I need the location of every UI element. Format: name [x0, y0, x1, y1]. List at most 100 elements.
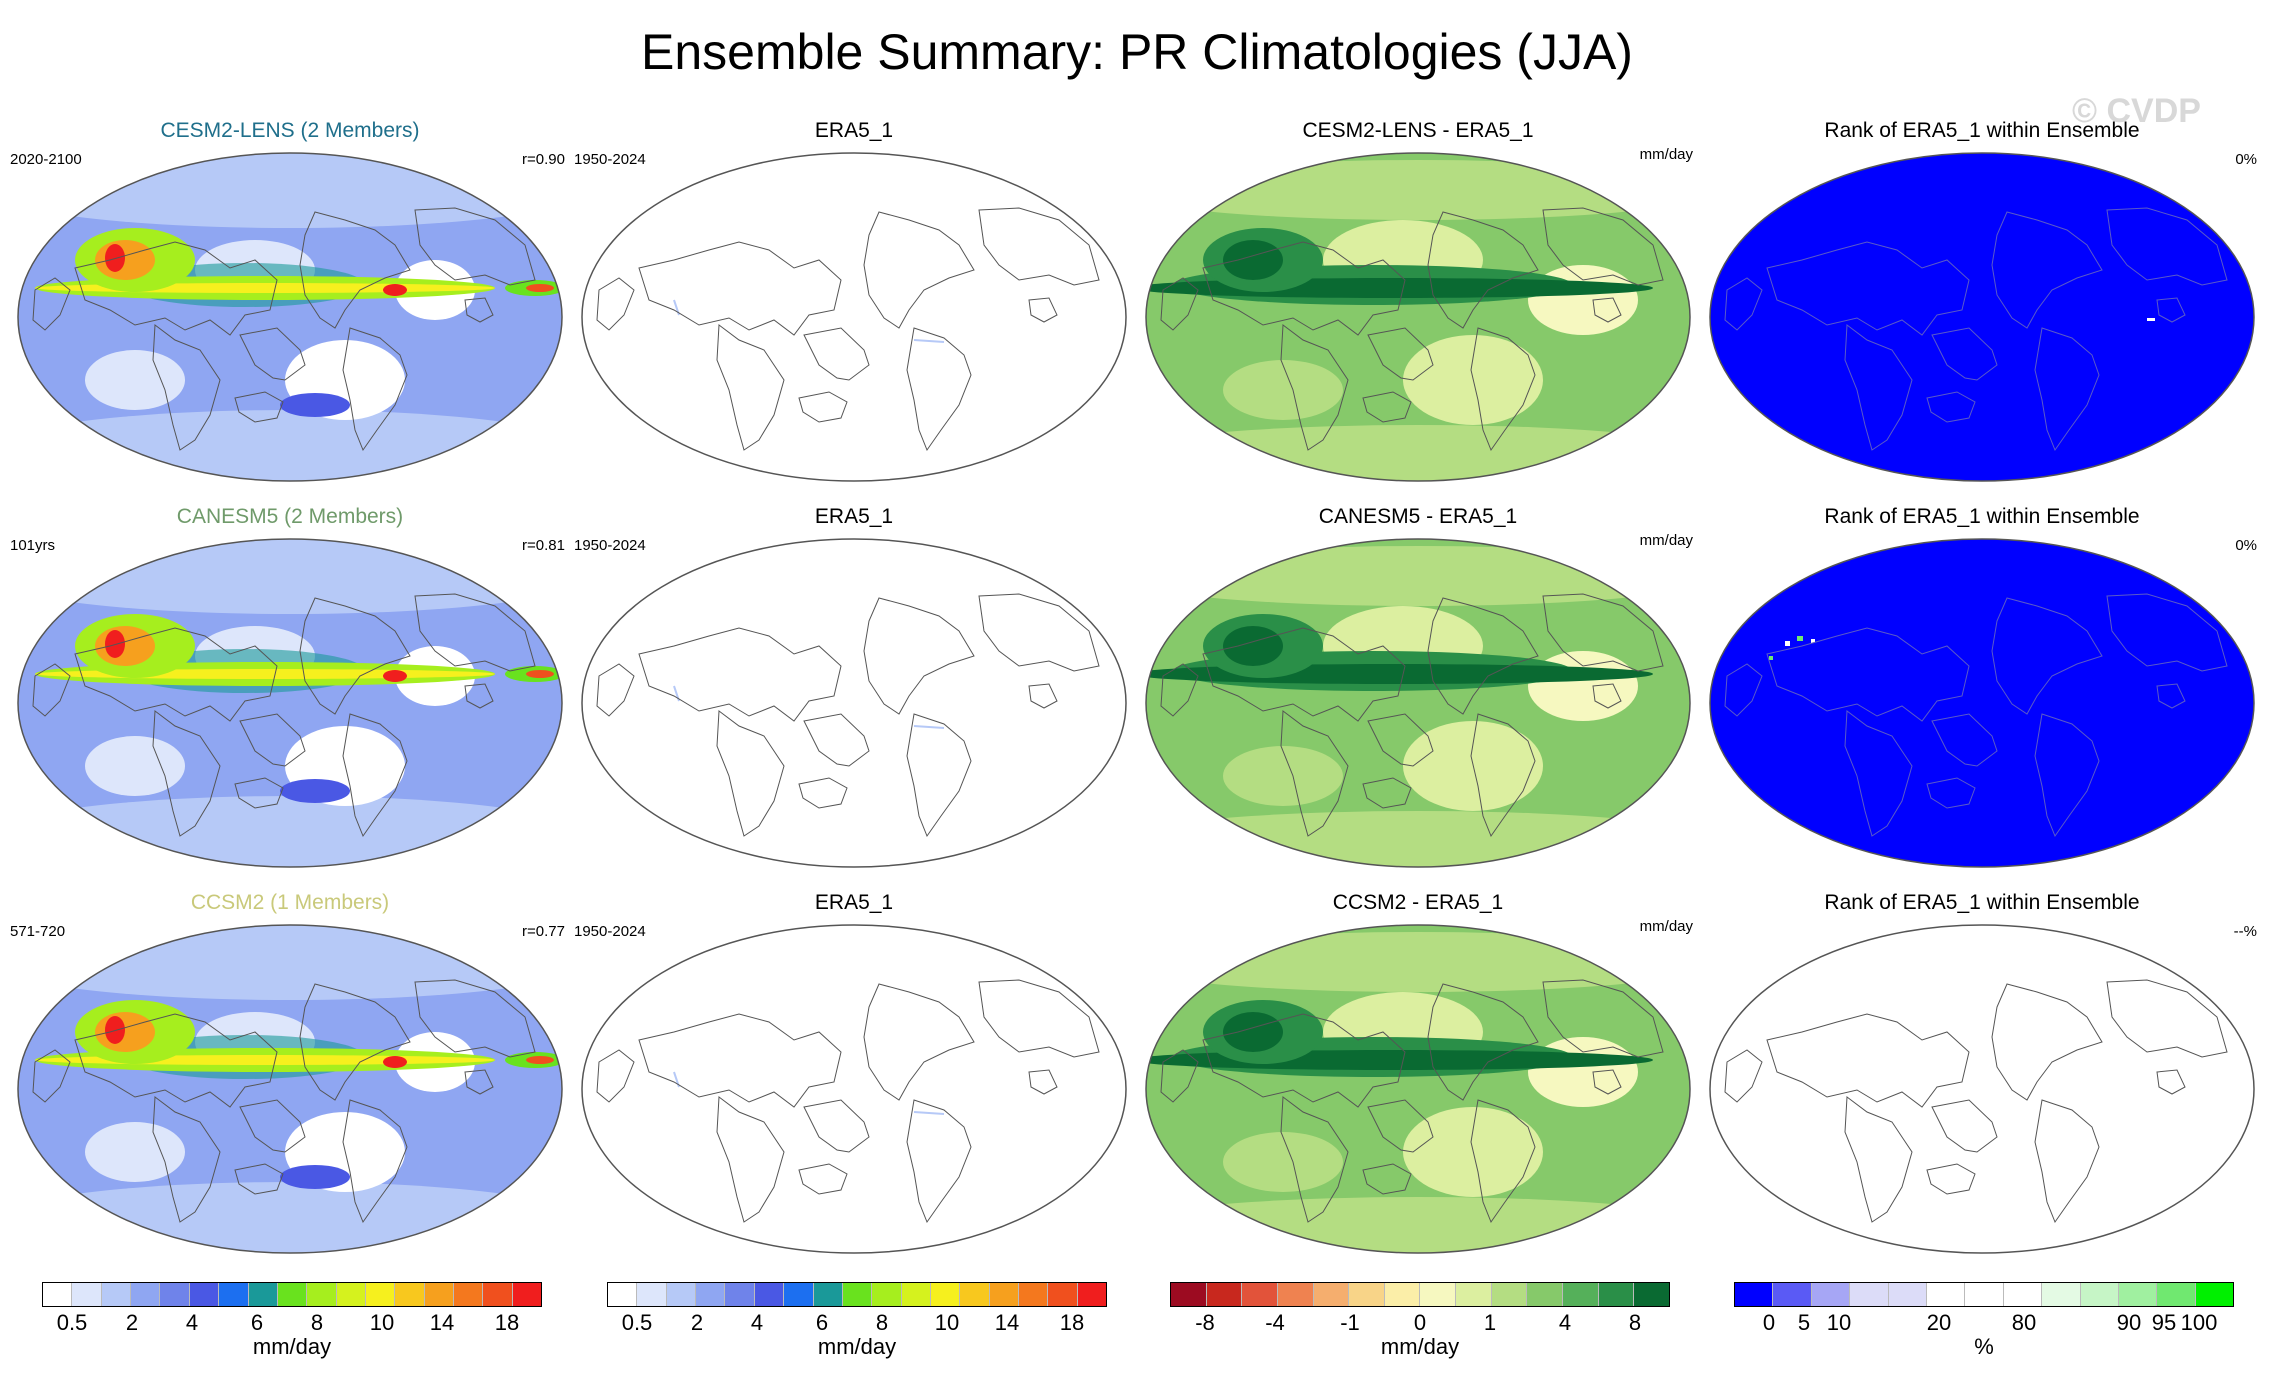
colorbar-swatch	[636, 1283, 666, 1306]
colorbar-tick-label: 2	[690, 1310, 704, 1335]
panel-title-model: CCSM2 (1 Members)	[190, 891, 390, 914]
colorbar-swatch	[1205, 1283, 1242, 1306]
panel-title-rank: Rank of ERA5_1 within Ensemble	[1824, 891, 2140, 914]
map-rank	[1707, 922, 2257, 1256]
colorbar-pr-obs	[607, 1282, 1107, 1307]
map-diff	[1143, 536, 1693, 870]
colorbar-swatch	[959, 1283, 989, 1306]
colorbar-swatch	[1597, 1283, 1634, 1306]
colorbar-tick-label: 10	[369, 1310, 395, 1335]
colorbar-swatch	[1735, 1283, 1773, 1306]
colorbar-tick-label: 0	[1413, 1310, 1427, 1335]
colorbar-swatch	[1772, 1283, 1811, 1306]
colorbar-swatch	[423, 1283, 454, 1306]
colorbar-tick-label: 2	[125, 1310, 139, 1335]
panel-period-label: 2020-2100	[10, 151, 82, 168]
map-svg	[581, 538, 1127, 868]
colorbar-tick-label: 0	[1762, 1310, 1776, 1335]
colorbar-swatch	[1383, 1283, 1420, 1306]
panel-stat-label: 0%	[2235, 151, 2257, 168]
map-model	[15, 536, 565, 870]
colorbar-unit: mm/day	[817, 1334, 897, 1359]
colorbar-tick-label: 14	[429, 1310, 455, 1335]
colorbar-swatch	[453, 1283, 483, 1306]
colorbar-swatch	[1562, 1283, 1598, 1306]
colorbar-tick-label: 18	[494, 1310, 520, 1335]
map-model	[15, 922, 565, 1256]
colorbar-swatch	[695, 1283, 725, 1306]
panel-stat-label: r=0.77	[522, 923, 565, 940]
colorbar-swatch	[988, 1283, 1019, 1306]
colorbar-rank	[1734, 1282, 2234, 1307]
colorbar-swatch	[608, 1283, 637, 1306]
colorbar-swatch	[841, 1283, 872, 1306]
colorbar-tick-label: 0.5	[621, 1310, 653, 1335]
colorbar-tick-label: 10	[934, 1310, 960, 1335]
panel-title-diff: CESM2-LENS - ERA5_1	[1302, 119, 1534, 142]
panel-period-label: 101yrs	[10, 537, 56, 554]
panel-stat-label: mm/day	[1639, 532, 1693, 549]
colorbar-swatch	[1633, 1283, 1669, 1306]
colorbar-diff	[1170, 1282, 1670, 1307]
colorbar-swatch	[100, 1283, 131, 1306]
colorbar-tick-label: 4	[1558, 1310, 1572, 1335]
panel-title-diff: CCSM2 - ERA5_1	[1332, 891, 1504, 914]
colorbar-swatch	[1964, 1283, 2003, 1306]
colorbar-swatch	[1047, 1283, 1077, 1306]
colorbar-swatch	[159, 1283, 189, 1306]
colorbar-swatch	[1018, 1283, 1048, 1306]
colorbar-swatch	[724, 1283, 754, 1306]
panel-stat-label: 0%	[2235, 537, 2257, 554]
colorbar-swatch	[188, 1283, 219, 1306]
colorbar-swatch	[394, 1283, 424, 1306]
panel-period-label: 1950-2024	[574, 151, 646, 168]
colorbar-tick-label: 5	[1797, 1310, 1811, 1335]
panel-title-model: CANESM5 (2 Members)	[176, 505, 404, 528]
map-svg	[1145, 152, 1691, 482]
colorbar-swatch	[130, 1283, 160, 1306]
colorbar-swatch	[247, 1283, 277, 1306]
colorbar-swatch	[482, 1283, 512, 1306]
colorbar-tick-label: 14	[994, 1310, 1020, 1335]
colorbar-swatch	[900, 1283, 930, 1306]
colorbar-tick-label: 4	[750, 1310, 764, 1335]
colorbar-swatch	[1348, 1283, 1384, 1306]
colorbar-tick-label: 95	[2151, 1310, 2177, 1335]
page-title: Ensemble Summary: PR Climatologies (JJA)	[641, 24, 1633, 80]
colorbar-tick-label: 8	[310, 1310, 324, 1335]
colorbar-swatch	[1241, 1283, 1277, 1306]
panel-title-obs: ERA5_1	[814, 119, 894, 142]
map-svg	[17, 152, 563, 482]
map-rank	[1707, 150, 2257, 484]
colorbar-swatch	[364, 1283, 395, 1306]
panel-stat-label: mm/day	[1639, 918, 1693, 935]
colorbar-tick-label: 6	[250, 1310, 264, 1335]
colorbar-ticks: -8 -4 -1 0 1 4 8	[1170, 1310, 1670, 1338]
colorbar-tick-label: -1	[1340, 1310, 1360, 1335]
map-diff	[1143, 922, 1693, 1256]
colorbar-swatch	[2117, 1283, 2157, 1306]
colorbar-ticks: 0 5 10 20 80 90 95 100	[1734, 1310, 2234, 1338]
colorbar-swatch	[1810, 1283, 1850, 1306]
panel-title-diff: CANESM5 - ERA5_1	[1318, 505, 1518, 528]
map-svg	[1709, 924, 2255, 1254]
colorbar-ticks: 0.5 2 4 6 8 10 14 18	[42, 1310, 542, 1338]
panel-title-obs: ERA5_1	[814, 891, 894, 914]
colorbar-ticks: 0.5 2 4 6 8 10 14 18	[607, 1310, 1107, 1338]
colorbar-pr	[42, 1282, 542, 1307]
colorbar-tick-label: 8	[1628, 1310, 1642, 1335]
map-svg	[1709, 152, 2255, 482]
colorbar-swatch	[783, 1283, 813, 1306]
colorbar-swatch	[871, 1283, 901, 1306]
colorbar-tick-label: -4	[1265, 1310, 1285, 1335]
colorbar-swatch	[1276, 1283, 1313, 1306]
colorbar-swatch	[1849, 1283, 1888, 1306]
map-obs	[579, 922, 1129, 1256]
colorbar-tick-label: 18	[1059, 1310, 1085, 1335]
colorbar-swatch	[2079, 1283, 2118, 1306]
colorbar-swatch	[335, 1283, 365, 1306]
map-svg	[1145, 924, 1691, 1254]
colorbar-swatch	[665, 1283, 696, 1306]
colorbar-swatch	[511, 1283, 542, 1306]
colorbar-swatch	[1419, 1283, 1456, 1306]
